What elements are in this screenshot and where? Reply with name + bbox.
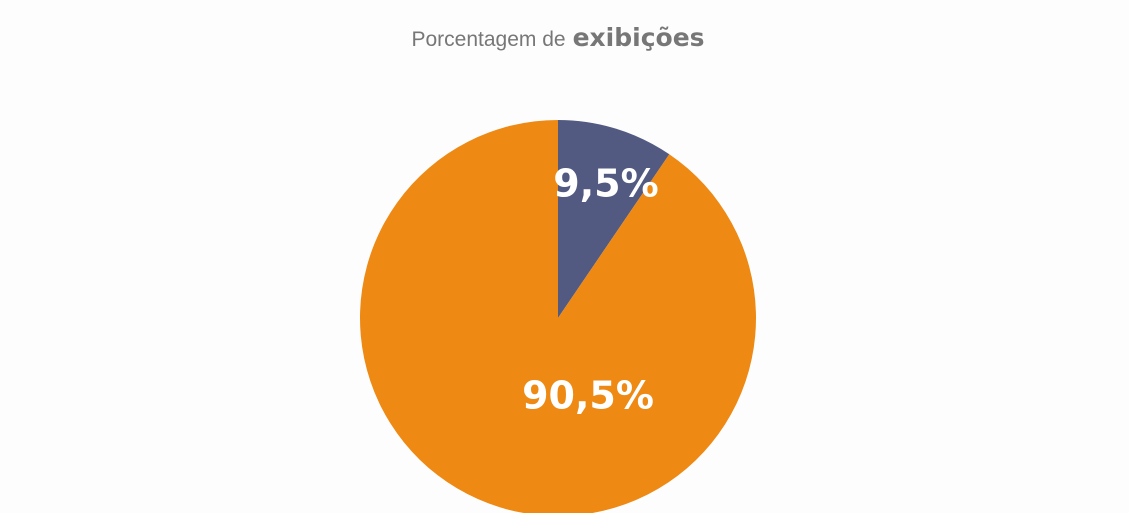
value-label: 90,5% <box>522 374 654 418</box>
title-part: exibições <box>573 23 705 52</box>
title-part: Porcentagem de <box>411 28 565 51</box>
chart-title: Porcentagem de exibições <box>411 23 704 52</box>
pie-slice <box>558 120 670 318</box>
pie-slice <box>360 120 756 513</box>
value-label: 9,5% <box>553 162 658 206</box>
